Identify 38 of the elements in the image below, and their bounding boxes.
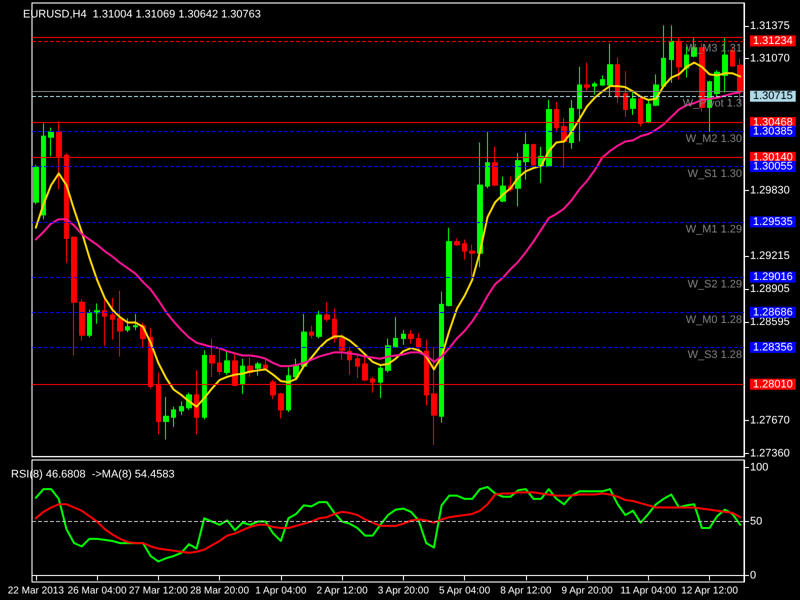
ref-line-label: 1.28010 — [753, 378, 793, 390]
annotation: W_M0 1.28 — [686, 314, 742, 326]
y-tick-label: 1.29215 — [750, 250, 790, 262]
ref-line-label: 1.29535 — [753, 216, 793, 228]
ref-line-label: 1.28686 — [753, 306, 793, 318]
x-tick-label: 22 Mar 2013 — [8, 586, 64, 596]
y-tick-label: 1.27360 — [750, 448, 790, 460]
ref-line-label: 1.29016 — [753, 271, 793, 284]
x-tick-label: 5 Apr 04:00 — [438, 586, 491, 596]
x-tick-label: 2 Apr 12:00 — [316, 586, 368, 596]
annotation: W_M2 1.30 — [686, 132, 742, 145]
y-tick-label: 1.28905 — [750, 282, 790, 295]
ref-line-label: 1.30055 — [753, 160, 793, 172]
annotation: W_M1 1.29 — [686, 223, 742, 236]
y-tick-label: 1.31070 — [750, 52, 790, 64]
y-tick-label: 100 — [750, 462, 768, 474]
x-tick-label: 28 Mar 20:00 — [190, 586, 250, 596]
annotation: W_S3 1.28 — [688, 348, 742, 361]
y-tick-label: 1.27670 — [750, 414, 790, 426]
x-tick-label: 9 Apr 20:00 — [561, 586, 614, 596]
x-tick-label: 12 Apr 12:00 — [681, 586, 738, 596]
y-tick-label: 1.29830 — [750, 184, 790, 196]
x-tick-label: 8 Apr 12:00 — [500, 586, 552, 596]
x-tick-label: 11 Apr 04:00 — [620, 586, 677, 596]
x-tick-label: 26 Mar 04:00 — [68, 586, 127, 596]
y-tick-label: 0 — [750, 570, 756, 582]
ref-line-label: 1.30385 — [753, 125, 793, 138]
x-tick-label: 1 Apr 04:00 — [255, 586, 307, 596]
annotation: W_S1 1.30 — [688, 168, 742, 180]
y-tick-label: 50 — [750, 516, 762, 528]
y-tick-label: 1.31375 — [750, 20, 790, 32]
y-tick-label: 1.28595 — [750, 316, 790, 328]
x-tick-label: 3 Apr 20:00 — [378, 586, 430, 596]
ref-line-label: 1.28356 — [753, 341, 793, 354]
x-tick-label: 27 Mar 12:00 — [128, 586, 188, 596]
annotation: W_S2 1.29 — [688, 278, 742, 291]
ref-line-label: 1.30715 — [753, 90, 793, 102]
ref-line-label: 1.31234 — [753, 34, 793, 47]
